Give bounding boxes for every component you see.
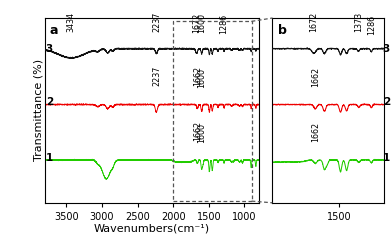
Text: 1286: 1286 xyxy=(220,14,229,34)
Text: 1: 1 xyxy=(46,153,53,163)
Text: 2237: 2237 xyxy=(152,12,161,32)
Text: 1600: 1600 xyxy=(197,123,206,143)
Text: 2237: 2237 xyxy=(152,65,161,86)
Text: 1662: 1662 xyxy=(193,121,202,141)
Y-axis label: Transmittance (%): Transmittance (%) xyxy=(34,59,44,162)
Text: a: a xyxy=(50,24,58,36)
Text: 1373: 1373 xyxy=(354,12,363,32)
Text: 1672: 1672 xyxy=(309,12,318,32)
Text: 1662: 1662 xyxy=(311,122,320,142)
Text: 1672: 1672 xyxy=(192,13,201,33)
Text: 1662: 1662 xyxy=(193,66,202,86)
Text: 1600: 1600 xyxy=(197,13,206,33)
Text: 1662: 1662 xyxy=(311,67,320,87)
Text: 1600: 1600 xyxy=(197,68,206,88)
Text: 3: 3 xyxy=(46,44,53,54)
Text: 3434: 3434 xyxy=(67,12,76,32)
Text: 2: 2 xyxy=(383,97,390,108)
Text: 2: 2 xyxy=(46,97,53,108)
Text: 3: 3 xyxy=(383,44,390,54)
Text: b: b xyxy=(278,24,287,36)
Text: 1: 1 xyxy=(383,153,390,163)
Text: 1286: 1286 xyxy=(367,15,376,35)
X-axis label: Wavenumbers(cm⁻¹): Wavenumbers(cm⁻¹) xyxy=(94,223,210,233)
